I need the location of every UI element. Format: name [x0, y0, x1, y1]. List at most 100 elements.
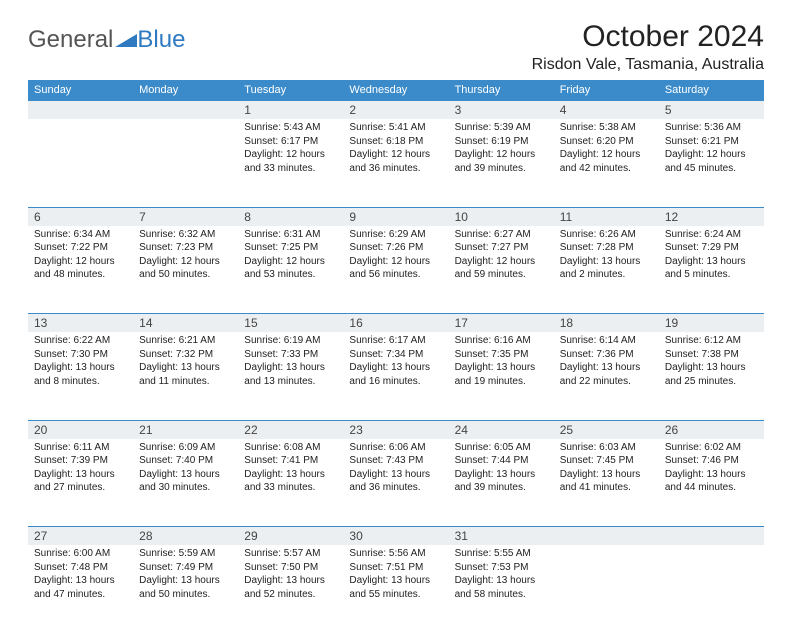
day-content: Sunrise: 5:36 AMSunset: 6:21 PMDaylight:…: [659, 119, 764, 181]
d1-text: Daylight: 13 hours: [665, 255, 758, 269]
daynum-cell: 12: [659, 207, 764, 226]
logo-triangle-icon: [115, 26, 137, 54]
d2-text: and 59 minutes.: [455, 268, 548, 282]
weekday-header-row: SundayMondayTuesdayWednesdayThursdayFrid…: [28, 80, 764, 101]
day-content: Sunrise: 6:22 AMSunset: 7:30 PMDaylight:…: [28, 332, 133, 394]
daynum-cell: 30: [343, 527, 448, 546]
daynum-cell: 21: [133, 420, 238, 439]
day-number: 21: [133, 421, 238, 439]
day-content: Sunrise: 5:39 AMSunset: 6:19 PMDaylight:…: [449, 119, 554, 181]
daynum-cell: 8: [238, 207, 343, 226]
day-cell: Sunrise: 6:11 AMSunset: 7:39 PMDaylight:…: [28, 439, 133, 527]
d2-text: and 22 minutes.: [560, 375, 653, 389]
day-cell: Sunrise: 6:06 AMSunset: 7:43 PMDaylight:…: [343, 439, 448, 527]
day-cell: Sunrise: 5:56 AMSunset: 7:51 PMDaylight:…: [343, 545, 448, 633]
day-cell: Sunrise: 6:21 AMSunset: 7:32 PMDaylight:…: [133, 332, 238, 420]
day-number: 22: [238, 421, 343, 439]
d2-text: and 16 minutes.: [349, 375, 442, 389]
d2-text: and 11 minutes.: [139, 375, 232, 389]
sunrise-text: Sunrise: 6:32 AM: [139, 228, 232, 242]
weekday-header: Wednesday: [343, 80, 448, 101]
day-number: 25: [554, 421, 659, 439]
header: General Blue October 2024 Risdon Vale, T…: [28, 20, 764, 74]
day-cell: Sunrise: 6:32 AMSunset: 7:23 PMDaylight:…: [133, 226, 238, 314]
d2-text: and 52 minutes.: [244, 588, 337, 602]
day-cell: Sunrise: 5:43 AMSunset: 6:17 PMDaylight:…: [238, 119, 343, 207]
daynum-cell: 6: [28, 207, 133, 226]
daynum-cell: 10: [449, 207, 554, 226]
sunrise-text: Sunrise: 5:56 AM: [349, 547, 442, 561]
weekday-header: Saturday: [659, 80, 764, 101]
sunset-text: Sunset: 7:30 PM: [34, 348, 127, 362]
daynum-cell: 27: [28, 527, 133, 546]
logo: General Blue: [28, 20, 185, 54]
sunrise-text: Sunrise: 5:55 AM: [455, 547, 548, 561]
d2-text: and 58 minutes.: [455, 588, 548, 602]
day-number: 17: [449, 314, 554, 332]
sunset-text: Sunset: 7:40 PM: [139, 454, 232, 468]
daynum-cell: 1: [238, 101, 343, 120]
day-number: 18: [554, 314, 659, 332]
day-cell: Sunrise: 6:22 AMSunset: 7:30 PMDaylight:…: [28, 332, 133, 420]
weekday-header: Sunday: [28, 80, 133, 101]
sunrise-text: Sunrise: 6:06 AM: [349, 441, 442, 455]
day-cell: Sunrise: 5:55 AMSunset: 7:53 PMDaylight:…: [449, 545, 554, 633]
d2-text: and 19 minutes.: [455, 375, 548, 389]
day-number: 6: [28, 208, 133, 226]
day-content: Sunrise: 6:17 AMSunset: 7:34 PMDaylight:…: [343, 332, 448, 394]
sunset-text: Sunset: 7:38 PM: [665, 348, 758, 362]
d1-text: Daylight: 13 hours: [560, 361, 653, 375]
sunset-text: Sunset: 7:28 PM: [560, 241, 653, 255]
sunrise-text: Sunrise: 6:19 AM: [244, 334, 337, 348]
sunrise-text: Sunrise: 6:16 AM: [455, 334, 548, 348]
sunrise-text: Sunrise: 6:17 AM: [349, 334, 442, 348]
day-cell: Sunrise: 6:09 AMSunset: 7:40 PMDaylight:…: [133, 439, 238, 527]
sunrise-text: Sunrise: 6:02 AM: [665, 441, 758, 455]
day-number: 26: [659, 421, 764, 439]
d2-text: and 56 minutes.: [349, 268, 442, 282]
daynum-row: 20212223242526: [28, 420, 764, 439]
d1-text: Daylight: 13 hours: [665, 361, 758, 375]
sunset-text: Sunset: 7:34 PM: [349, 348, 442, 362]
sunrise-text: Sunrise: 6:27 AM: [455, 228, 548, 242]
d2-text: and 8 minutes.: [34, 375, 127, 389]
d1-text: Daylight: 12 hours: [665, 148, 758, 162]
sunrise-text: Sunrise: 5:43 AM: [244, 121, 337, 135]
daynum-cell: 15: [238, 314, 343, 333]
sunrise-text: Sunrise: 5:59 AM: [139, 547, 232, 561]
sunset-text: Sunset: 7:48 PM: [34, 561, 127, 575]
day-content: Sunrise: 6:21 AMSunset: 7:32 PMDaylight:…: [133, 332, 238, 394]
sunrise-text: Sunrise: 6:08 AM: [244, 441, 337, 455]
d2-text: and 44 minutes.: [665, 481, 758, 495]
d1-text: Daylight: 13 hours: [349, 361, 442, 375]
day-number: 13: [28, 314, 133, 332]
sunrise-text: Sunrise: 6:26 AM: [560, 228, 653, 242]
sunset-text: Sunset: 6:21 PM: [665, 135, 758, 149]
day-number: 15: [238, 314, 343, 332]
d1-text: Daylight: 12 hours: [244, 148, 337, 162]
day-cell: Sunrise: 5:59 AMSunset: 7:49 PMDaylight:…: [133, 545, 238, 633]
day-content: Sunrise: 6:27 AMSunset: 7:27 PMDaylight:…: [449, 226, 554, 288]
sunrise-text: Sunrise: 5:57 AM: [244, 547, 337, 561]
day-cell: Sunrise: 6:31 AMSunset: 7:25 PMDaylight:…: [238, 226, 343, 314]
d2-text: and 41 minutes.: [560, 481, 653, 495]
day-number: 24: [449, 421, 554, 439]
day-number: 27: [28, 527, 133, 545]
sunset-text: Sunset: 7:22 PM: [34, 241, 127, 255]
daynum-row: 2728293031: [28, 527, 764, 546]
day-cell: Sunrise: 6:29 AMSunset: 7:26 PMDaylight:…: [343, 226, 448, 314]
day-cell: Sunrise: 6:16 AMSunset: 7:35 PMDaylight:…: [449, 332, 554, 420]
daynum-cell: 7: [133, 207, 238, 226]
day-content: Sunrise: 6:02 AMSunset: 7:46 PMDaylight:…: [659, 439, 764, 501]
day-content: Sunrise: 6:00 AMSunset: 7:48 PMDaylight:…: [28, 545, 133, 607]
day-cell: Sunrise: 5:41 AMSunset: 6:18 PMDaylight:…: [343, 119, 448, 207]
day-cell: Sunrise: 6:24 AMSunset: 7:29 PMDaylight:…: [659, 226, 764, 314]
daynum-cell: 28: [133, 527, 238, 546]
daynum-cell: 25: [554, 420, 659, 439]
weekday-header: Thursday: [449, 80, 554, 101]
day-number: 2: [343, 101, 448, 119]
day-number: 12: [659, 208, 764, 226]
sunrise-text: Sunrise: 6:12 AM: [665, 334, 758, 348]
day-cell: Sunrise: 5:38 AMSunset: 6:20 PMDaylight:…: [554, 119, 659, 207]
title-block: October 2024 Risdon Vale, Tasmania, Aust…: [532, 20, 764, 74]
